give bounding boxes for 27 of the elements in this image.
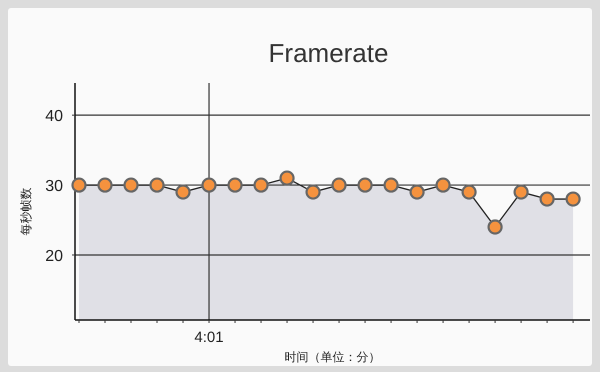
point — [461, 184, 477, 200]
point — [487, 219, 503, 235]
point — [409, 184, 425, 200]
x-tick-label: 4:01 — [194, 329, 224, 346]
point — [539, 191, 555, 207]
point — [71, 177, 87, 193]
point — [175, 184, 191, 200]
point — [513, 184, 529, 200]
point — [149, 177, 165, 193]
point — [357, 177, 373, 193]
point — [305, 184, 321, 200]
point — [227, 177, 243, 193]
y-tick-label: 40 — [45, 108, 64, 126]
y-tick-label: 30 — [45, 178, 64, 196]
point — [201, 177, 217, 193]
point — [383, 177, 399, 193]
point — [435, 177, 451, 193]
point — [565, 191, 581, 207]
point — [331, 177, 347, 193]
x-axis-title: 时间（单位：分） — [284, 350, 380, 364]
y-axis-title: 每秒帧数 — [19, 188, 33, 236]
point — [123, 177, 139, 193]
y-tick-label: 20 — [45, 248, 64, 265]
point — [253, 177, 269, 193]
point — [279, 170, 295, 186]
chart-title: Framerate — [268, 38, 388, 68]
point — [97, 177, 113, 193]
